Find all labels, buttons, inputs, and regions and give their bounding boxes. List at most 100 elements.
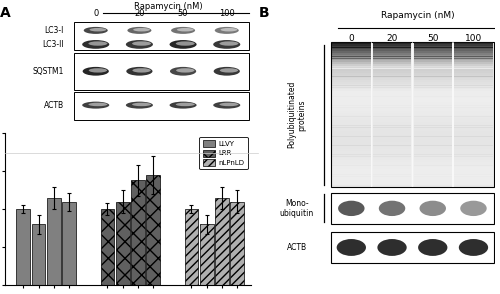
- Bar: [414, 115, 452, 117]
- Bar: [414, 134, 452, 137]
- Bar: [332, 178, 370, 180]
- Bar: [454, 185, 492, 188]
- Ellipse shape: [459, 239, 488, 256]
- Bar: [373, 146, 411, 148]
- Bar: [373, 162, 411, 164]
- Bar: [414, 47, 452, 49]
- Ellipse shape: [82, 67, 109, 76]
- Bar: [414, 78, 452, 80]
- Bar: [371, 42, 372, 188]
- Bar: [373, 156, 411, 158]
- Bar: [332, 46, 370, 48]
- Bar: [373, 107, 411, 109]
- Bar: [332, 107, 370, 109]
- Bar: [332, 147, 370, 149]
- Bar: [332, 138, 370, 140]
- Bar: [373, 147, 411, 149]
- Bar: [414, 82, 452, 84]
- Bar: [74, 53, 248, 90]
- Bar: [414, 156, 452, 158]
- Bar: [373, 76, 411, 78]
- Bar: [332, 87, 370, 89]
- Bar: [373, 98, 411, 100]
- Bar: [184, 209, 198, 285]
- Bar: [373, 185, 411, 188]
- Bar: [332, 153, 370, 155]
- Text: Rapamycin (nM): Rapamycin (nM): [381, 11, 454, 21]
- Bar: [454, 104, 492, 106]
- Text: 0: 0: [93, 9, 98, 18]
- Ellipse shape: [214, 67, 240, 76]
- Bar: [373, 126, 411, 128]
- Bar: [414, 107, 452, 109]
- Ellipse shape: [84, 27, 108, 34]
- Ellipse shape: [88, 41, 108, 46]
- Bar: [32, 224, 46, 285]
- Bar: [454, 116, 492, 118]
- Bar: [414, 185, 452, 188]
- Bar: [332, 146, 370, 148]
- Bar: [373, 113, 411, 115]
- Bar: [454, 84, 492, 86]
- Bar: [373, 42, 411, 44]
- Bar: [454, 134, 492, 137]
- Bar: [332, 67, 370, 69]
- Bar: [332, 160, 370, 162]
- Ellipse shape: [132, 103, 151, 106]
- Bar: [454, 93, 492, 95]
- Bar: [414, 133, 452, 135]
- Bar: [414, 165, 452, 168]
- Bar: [454, 100, 492, 102]
- Ellipse shape: [418, 239, 448, 256]
- Bar: [414, 89, 452, 91]
- Bar: [332, 47, 370, 49]
- Bar: [373, 123, 411, 126]
- Bar: [332, 174, 370, 176]
- Bar: [373, 171, 411, 173]
- Bar: [373, 122, 411, 124]
- Text: B: B: [258, 6, 269, 20]
- Bar: [373, 67, 411, 69]
- Bar: [414, 62, 452, 64]
- Bar: [414, 154, 452, 157]
- Bar: [332, 173, 370, 175]
- Bar: [454, 160, 492, 162]
- Ellipse shape: [132, 68, 151, 73]
- Bar: [373, 86, 411, 88]
- Bar: [332, 58, 370, 60]
- Bar: [373, 102, 411, 104]
- Bar: [454, 154, 492, 157]
- Bar: [454, 102, 492, 104]
- Bar: [373, 84, 411, 86]
- Bar: [414, 106, 452, 108]
- Text: A: A: [0, 6, 11, 20]
- Bar: [332, 143, 370, 146]
- Legend: LLVY, LRR, nLPnLD: LLVY, LRR, nLPnLD: [200, 137, 248, 169]
- Bar: [332, 167, 370, 169]
- Ellipse shape: [213, 40, 240, 49]
- Bar: [414, 76, 452, 78]
- Bar: [373, 133, 411, 135]
- Bar: [414, 73, 452, 75]
- Bar: [332, 182, 370, 184]
- Bar: [332, 140, 370, 142]
- Bar: [332, 102, 370, 104]
- Bar: [454, 107, 492, 109]
- Bar: [454, 49, 492, 51]
- Bar: [373, 58, 411, 60]
- Bar: [414, 75, 452, 77]
- Bar: [454, 75, 492, 77]
- Bar: [332, 62, 370, 64]
- Bar: [454, 158, 492, 160]
- Bar: [332, 149, 370, 151]
- Text: 50: 50: [178, 9, 188, 18]
- Bar: [332, 100, 370, 102]
- Bar: [373, 158, 411, 160]
- Bar: [332, 115, 370, 117]
- Bar: [332, 180, 370, 182]
- Bar: [332, 98, 370, 100]
- Bar: [331, 232, 494, 263]
- Bar: [414, 126, 452, 128]
- Bar: [414, 69, 452, 71]
- Bar: [332, 185, 370, 188]
